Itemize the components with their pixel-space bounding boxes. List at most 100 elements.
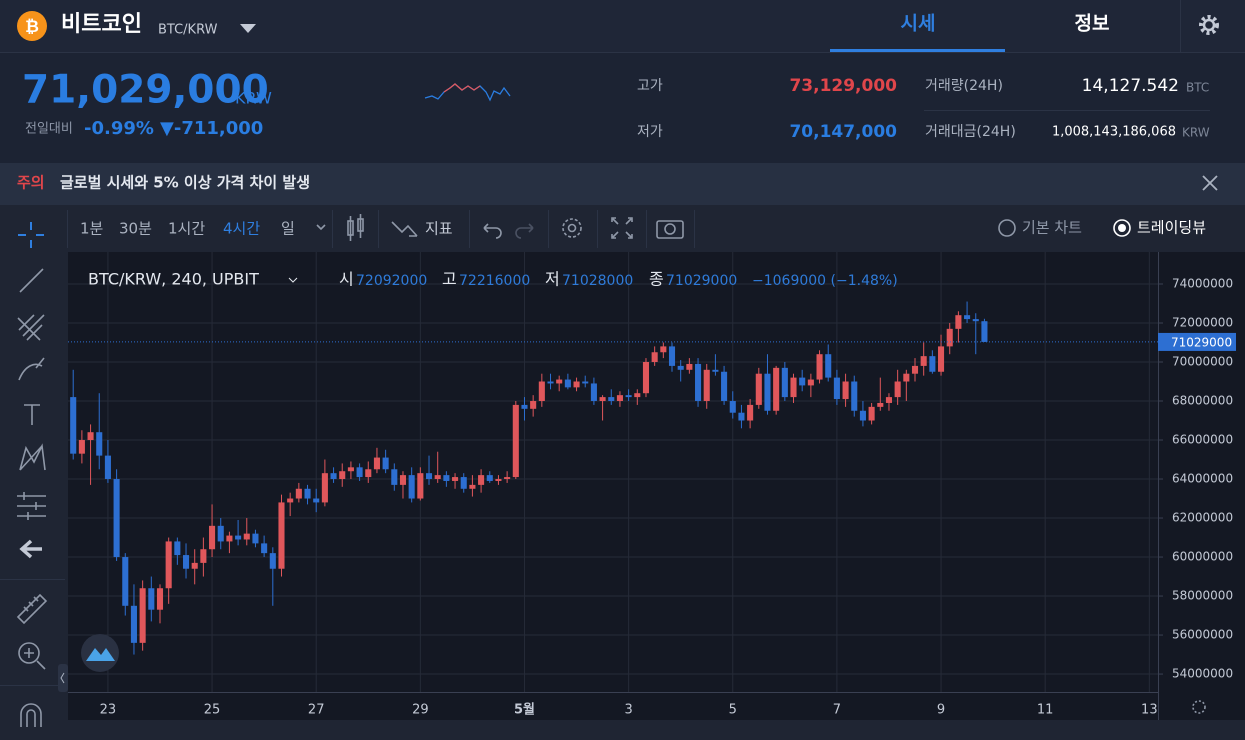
candle-body — [313, 498, 320, 503]
ruler-tool[interactable] — [16, 593, 48, 625]
candle-body — [677, 365, 684, 370]
candle-body — [356, 467, 363, 478]
interval-button[interactable]: 30분 — [119, 220, 152, 238]
candle-body — [981, 321, 988, 342]
interval-button[interactable]: 일 — [281, 220, 295, 238]
chart-mode[interactable]: 기본 차트 — [1022, 219, 1082, 237]
interval-button[interactable]: 1시간 — [168, 220, 205, 238]
tab[interactable]: 정보 — [1075, 13, 1110, 35]
chart-mode[interactable]: 트레이딩뷰 — [1137, 219, 1206, 237]
candle-body — [530, 401, 537, 409]
candle-body — [842, 381, 849, 400]
chart-settings[interactable] — [562, 218, 582, 238]
pitchfork-tool[interactable] — [17, 314, 45, 341]
candle-body — [799, 377, 806, 386]
candle-body — [703, 369, 710, 402]
candle-body — [729, 401, 736, 413]
change-rate: -0.99% — [84, 118, 154, 139]
prediction-tool[interactable] — [17, 492, 46, 520]
x-tick-label: 29 — [412, 703, 429, 718]
candle-body — [174, 541, 181, 556]
back-tool[interactable] — [19, 539, 42, 559]
y-tick-label: 64000000 — [1172, 472, 1233, 486]
last-price-tag — [1158, 332, 1236, 351]
candle-body — [573, 381, 580, 388]
candle-body — [955, 315, 962, 329]
legend-change: −1069000 (−1.48%) — [752, 273, 898, 289]
x-tick-label: 27 — [308, 703, 325, 718]
candle-body — [139, 588, 146, 643]
chart-settings-core — [567, 223, 577, 233]
candle-body — [929, 356, 936, 372]
candle-body — [209, 525, 216, 550]
crosshair-tool[interactable] — [18, 222, 44, 248]
pattern-tool[interactable] — [19, 443, 46, 471]
interval-button[interactable]: 1분 — [80, 220, 104, 238]
y-tick-label: 54000000 — [1172, 667, 1233, 681]
candle-body — [651, 352, 658, 362]
magnet-tool[interactable] — [20, 703, 42, 727]
candle-body — [235, 535, 242, 540]
low-price: 70,147,000 — [789, 122, 897, 142]
x-tick-label: 13 — [1141, 703, 1158, 718]
x-tick-label: 3 — [624, 703, 632, 718]
legend-value: 71028000 — [562, 273, 633, 289]
candle-body — [608, 397, 615, 402]
candle-body — [87, 432, 94, 441]
screenshot[interactable] — [656, 220, 684, 239]
undo[interactable] — [483, 223, 502, 239]
interval-button[interactable]: 4시간 — [223, 220, 260, 238]
candle-body — [287, 498, 294, 503]
trend-line-tool[interactable] — [19, 268, 44, 293]
candle-body — [721, 371, 728, 402]
indicator-icon[interactable] — [391, 221, 418, 237]
pair: BTC/KRW — [158, 23, 218, 38]
radio[interactable] — [1113, 219, 1131, 237]
candle-body — [712, 369, 719, 372]
candle-body — [104, 455, 111, 480]
candle-body — [859, 410, 866, 421]
coin-symbol: ₿ — [25, 17, 39, 37]
dropdown-arrow[interactable] — [240, 24, 256, 33]
candle-body — [903, 373, 910, 382]
zoom-tool[interactable] — [24, 648, 46, 670]
interval-dropdown[interactable] — [316, 224, 326, 231]
candle-body — [885, 397, 893, 403]
collapse-button[interactable] — [58, 664, 68, 692]
candle-body — [634, 393, 641, 398]
candle-body — [790, 377, 797, 398]
candle-body — [261, 543, 268, 554]
candle-type-icon[interactable] — [347, 214, 364, 241]
candle-body — [642, 362, 650, 394]
candle-body — [382, 457, 389, 470]
close-button[interactable] — [1202, 175, 1218, 191]
text-tool[interactable] — [24, 404, 40, 425]
tab[interactable]: 시세 — [901, 13, 936, 35]
legend-label: 시 — [339, 270, 354, 289]
candle-body — [425, 473, 433, 480]
fullscreen[interactable] — [611, 217, 633, 239]
radio[interactable] — [998, 219, 1016, 237]
candle-body — [295, 488, 302, 499]
symbol-dropdown[interactable] — [288, 277, 298, 283]
candle-body — [807, 379, 814, 386]
tab-indicator — [830, 49, 1005, 52]
top-bar — [0, 0, 1245, 52]
settings-icon[interactable] — [1199, 15, 1219, 35]
candle-body — [972, 319, 979, 322]
y-tick-label: 62000000 — [1172, 511, 1233, 525]
trade-value-label: 거래대금(24H) — [925, 124, 1016, 140]
ticker-panel — [0, 52, 1245, 163]
notice-bar — [0, 163, 1245, 205]
candle-body — [452, 477, 459, 481]
indicator-button[interactable]: 지표 — [425, 220, 453, 238]
axis-settings[interactable] — [1192, 700, 1206, 714]
y-tick-label: 72000000 — [1172, 315, 1233, 329]
last-price-label: 71029000 — [1171, 335, 1232, 349]
candle-body — [130, 605, 137, 643]
tv-logo-mark — [86, 648, 115, 661]
legend-label: 저 — [545, 270, 560, 289]
brush-tool[interactable] — [18, 357, 45, 381]
candle-body — [330, 473, 337, 480]
